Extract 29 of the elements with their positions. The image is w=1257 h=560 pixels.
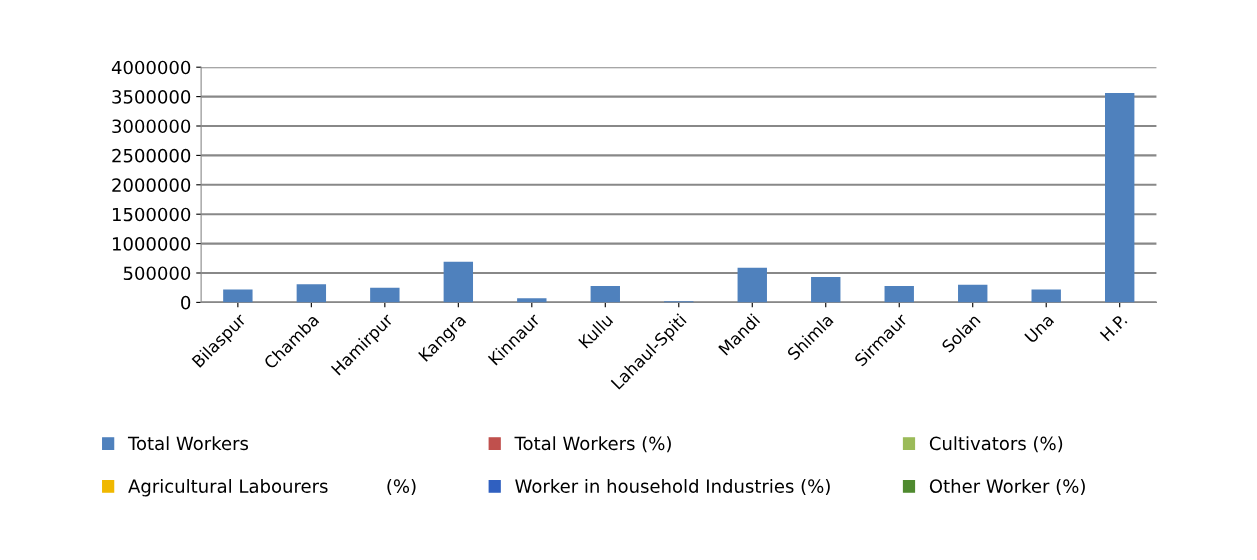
y-tick-label: 2000000 [112, 178, 191, 192]
y-tick-label: 0 [181, 295, 191, 310]
y-tick-label: 3500000 [112, 90, 191, 104]
y-tick-label: 2500000 [112, 148, 191, 163]
legend-label: Total Workers [127, 436, 249, 451]
y-tick-label: 3000000 [112, 119, 191, 134]
bar [737, 267, 767, 303]
bar [1031, 289, 1061, 303]
legend-label: Total Workers (%) [514, 436, 671, 453]
bar [223, 289, 253, 303]
bar [517, 298, 547, 303]
x-tick-label: Una [1024, 313, 1055, 344]
bar [590, 285, 620, 303]
y-tick-label: 1000000 [112, 237, 191, 251]
y-tick-label: 1500000 [112, 207, 191, 222]
y-tick-label: 500000 [123, 266, 191, 281]
legend-label: Other Worker (%) [929, 479, 1085, 496]
bar [1105, 93, 1135, 303]
legend-label: Agricultural Labourers (%) [128, 479, 416, 497]
legend-label: Cultivators (%) [929, 436, 1063, 453]
bar [958, 284, 988, 303]
bar [443, 261, 474, 303]
legend-label: Worker in household Industries (%) [515, 479, 830, 496]
y-tick-label: 4000000 [111, 60, 191, 75]
bar [811, 277, 841, 303]
bar [884, 285, 914, 303]
bar [296, 284, 327, 303]
bar [370, 287, 400, 303]
x-tick-label: H.P. [1099, 313, 1128, 342]
